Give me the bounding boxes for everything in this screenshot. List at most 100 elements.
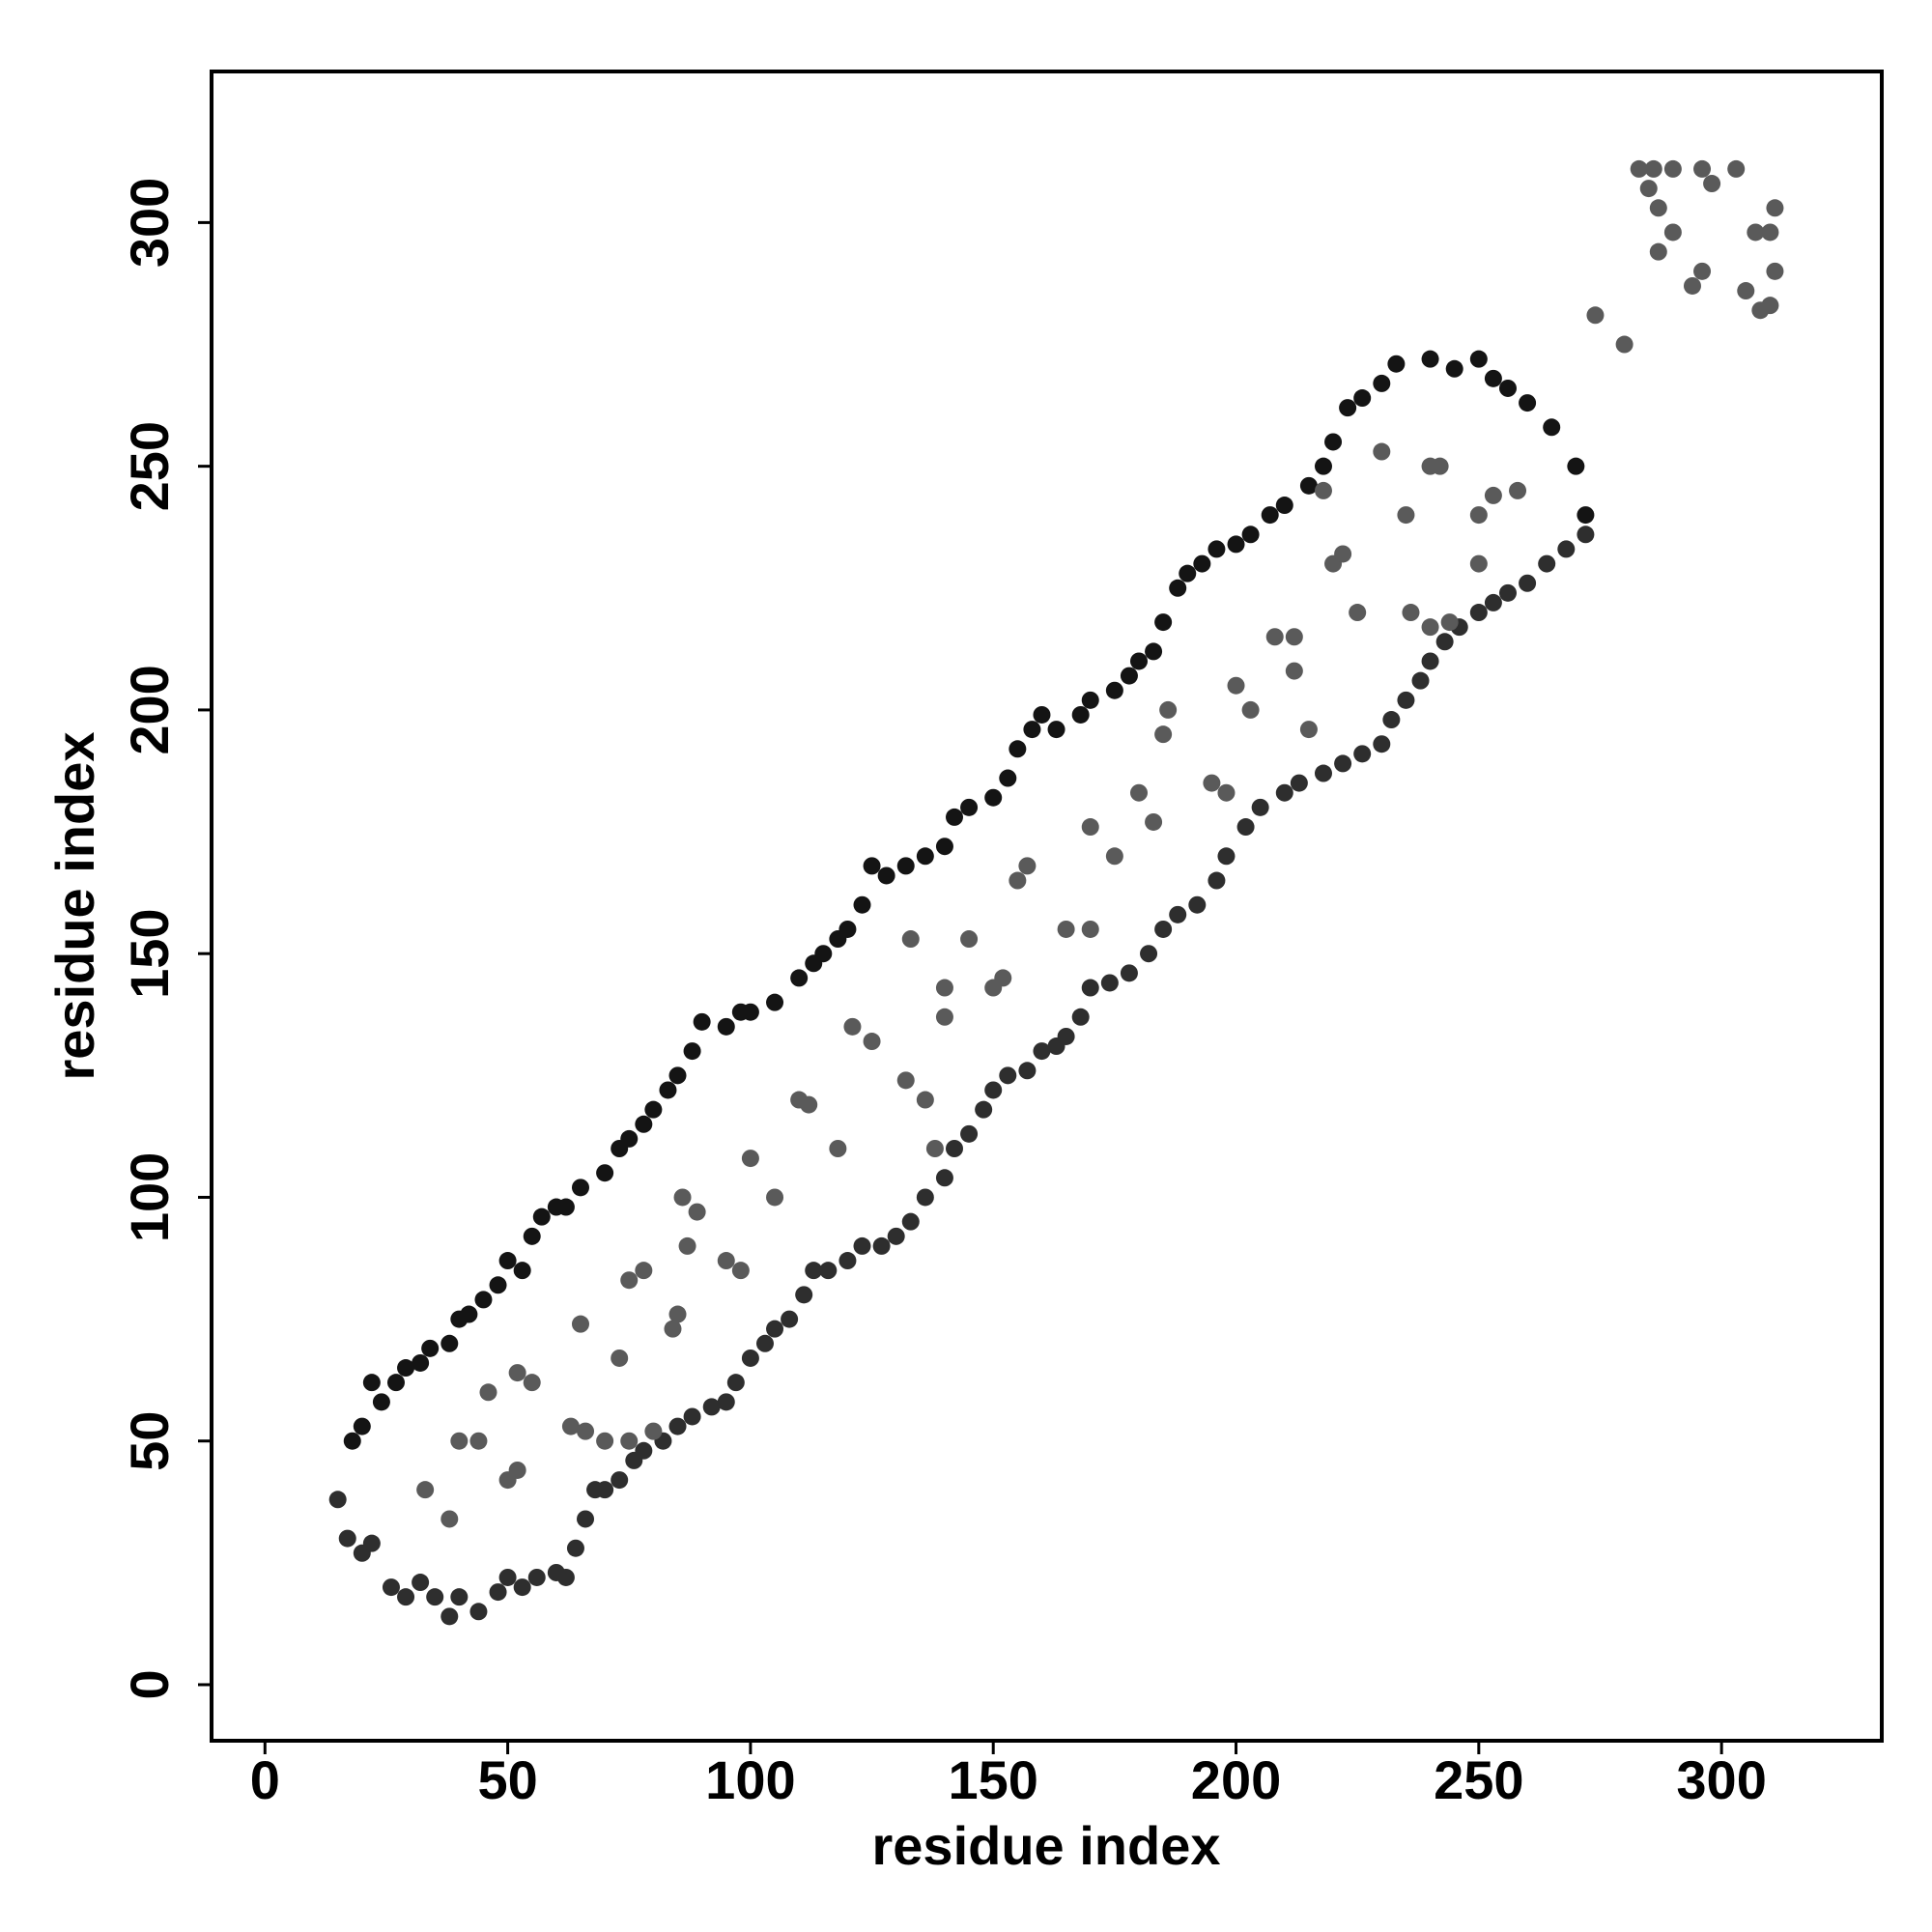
point [853,1236,871,1255]
y-tick-label: 200 [119,665,180,754]
point [766,993,784,1011]
point [426,1588,444,1606]
point [1324,433,1343,451]
point [1208,540,1226,558]
point [1169,905,1187,923]
point [1538,554,1556,573]
point [1761,297,1779,315]
point [489,1276,507,1294]
point [611,1471,629,1490]
point [620,1271,639,1290]
point [1105,847,1123,866]
point [872,1236,891,1255]
point [1251,798,1269,816]
point [523,1374,541,1392]
point [1693,159,1712,178]
point [421,1339,440,1357]
point [829,1140,847,1158]
point [1236,818,1255,837]
x-tick-label: 50 [477,1749,537,1810]
point [896,857,915,875]
point [556,1198,575,1216]
point [450,1588,469,1606]
x-axis-title: residue index [871,1815,1220,1876]
point [1334,545,1352,563]
point [843,1017,862,1036]
point [1639,180,1658,198]
y-tick-label: 100 [119,1152,180,1242]
point [1023,721,1041,739]
point [1033,705,1051,724]
point [726,1374,745,1392]
point [1227,535,1245,554]
point [498,1568,517,1586]
point [1299,476,1318,495]
point [1766,199,1784,217]
point [1543,418,1561,437]
point [1411,671,1430,690]
point [819,1262,838,1280]
point [1120,964,1138,982]
point [1009,740,1027,758]
point [1630,159,1648,178]
point [460,1305,478,1323]
point [1145,812,1163,831]
y-axis-title: residue index [44,731,105,1080]
point [508,1461,526,1479]
point [795,1286,813,1304]
point [1120,667,1138,685]
point [1018,857,1037,875]
point [1373,374,1391,392]
point [1663,159,1682,178]
point [1129,652,1148,670]
plot-frame [210,70,1884,1743]
point [1373,442,1391,461]
x-tick-label: 200 [1191,1749,1281,1810]
point [1285,628,1303,646]
point [577,1422,595,1440]
point [1727,159,1746,178]
point [1081,691,1099,709]
point [1105,681,1123,699]
point [1577,506,1595,525]
point [489,1583,507,1602]
point [1519,574,1537,592]
point [901,1212,920,1231]
point [659,1081,677,1099]
point [1766,262,1784,280]
point [353,1417,371,1435]
point [935,838,953,856]
point [1349,604,1367,622]
point [1747,223,1765,242]
point [1649,242,1667,261]
point [1509,481,1527,499]
point [935,1169,953,1187]
point [532,1208,551,1226]
point [1567,457,1585,475]
point [664,1320,682,1338]
point [717,1393,735,1411]
point [556,1568,575,1586]
point [1615,335,1634,354]
point [1469,350,1488,368]
point [688,1203,706,1221]
point [412,1574,430,1592]
y-tick-label: 250 [119,421,180,511]
point [1737,282,1755,300]
point [916,847,934,866]
point [1644,159,1662,178]
point [717,1252,735,1270]
point [577,1510,595,1528]
point [984,788,1003,807]
point [635,1115,653,1133]
point [984,1081,1003,1099]
point [596,1164,614,1182]
point [668,1305,687,1323]
point [1498,379,1517,397]
point [1159,700,1178,719]
point [343,1432,361,1450]
point [717,1017,735,1036]
point [474,1291,493,1309]
point [571,1315,589,1333]
